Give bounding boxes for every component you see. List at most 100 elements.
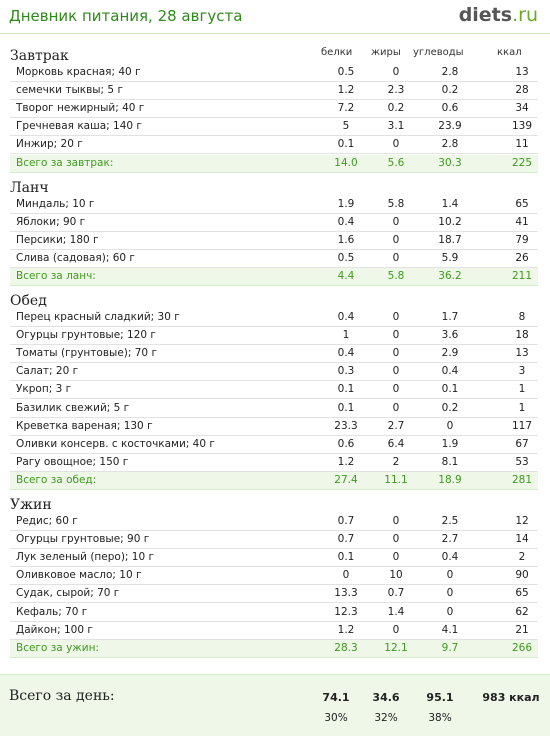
kcal-value: 8	[518, 311, 526, 323]
meal-total-label: Всего за завтрак:	[16, 156, 114, 169]
kcal-value: 65	[515, 587, 529, 600]
kcal-value: 34	[515, 102, 529, 115]
kcal-value: 21	[515, 623, 529, 636]
food-row: Оливки консерв. с косточками; 40 г 0.6 6.4…	[10, 436, 538, 454]
fat-value: 0	[392, 138, 400, 151]
food-name: Огурцы грунтовые; 120 г	[16, 329, 156, 342]
protein-value: 0.7	[337, 533, 355, 546]
food-row: Огурцы грунтовые; 120 г 1 0 3.6 18	[10, 327, 538, 346]
carbs-value: 0	[446, 587, 454, 600]
fat-value: 2.3	[387, 84, 405, 97]
carbs-value: 0	[446, 605, 454, 618]
protein-value: 0	[342, 569, 350, 582]
total-carbs-value: 9.7	[441, 641, 459, 654]
meal-total-row: Всего за обед: 27.4 11.1 18.9 281	[10, 471, 538, 490]
protein-value: 1	[342, 329, 350, 342]
protein-value: 0.4	[337, 347, 355, 360]
food-row: Миндаль; 10 г 1.9 5.8 1.4 65	[10, 196, 538, 214]
header-divider	[0, 33, 550, 34]
food-name: Дайкон; 100 г	[16, 623, 93, 636]
food-row: Перец красный сладкий; 30 г 0.4 0 1.7 8	[10, 309, 538, 327]
fat-value: 0	[392, 551, 400, 564]
kcal-value: 28	[515, 84, 529, 97]
food-row: Судак, сырой; 70 г 13.3 0.7 0 65	[10, 585, 538, 604]
total-protein-value: 14.0	[334, 156, 358, 169]
food-name: Салат; 20 г	[16, 365, 79, 378]
fat-value: 0	[392, 66, 400, 78]
fat-value: 1.4	[387, 605, 405, 618]
protein-value: 13.3	[334, 587, 358, 600]
food-row: Огурцы грунтовые; 90 г 0.7 0 2.7 14	[10, 531, 538, 550]
kcal-value: 13	[515, 66, 529, 78]
protein-value: 1.2	[337, 623, 355, 636]
meal-total-label: Всего за ужин:	[16, 641, 99, 654]
fat-value: 2	[392, 455, 400, 468]
total-kcal-value: 225	[511, 156, 533, 169]
carbs-value: 0.4	[441, 365, 459, 378]
carbs-value: 2.9	[441, 347, 459, 360]
kcal-value: 26	[515, 252, 529, 265]
protein-value: 0.1	[337, 383, 355, 396]
day-total-label: Всего за день:	[9, 688, 115, 704]
food-row: Персики; 180 г 1.6 0 18.7 79	[10, 232, 538, 251]
carbs-value: 1.4	[441, 198, 459, 210]
kcal-value: 1	[518, 401, 526, 414]
total-fat-value: 5.8	[387, 270, 405, 283]
carbs-value: 0.6	[441, 102, 459, 115]
total-protein-value: 28.3	[334, 641, 358, 654]
food-name: Огурцы грунтовые; 90 г	[16, 533, 150, 546]
protein-value: 7.2	[337, 102, 355, 115]
food-name: Морковь красная; 40 г	[16, 66, 141, 78]
fat-value: 10	[389, 569, 403, 582]
day-fat-percent: 32%	[374, 712, 398, 724]
day-total-carbs: 95.1	[426, 691, 454, 704]
food-name: Яблоки; 90 г	[16, 216, 86, 229]
fat-value: 0	[392, 515, 400, 527]
carbs-value: 0.1	[441, 383, 459, 396]
protein-value: 1.6	[337, 234, 355, 247]
kcal-value: 11	[515, 138, 529, 151]
food-name: Судак, сырой; 70 г	[16, 587, 120, 600]
column-header-protein: белки	[321, 47, 353, 58]
food-row: Креветка вареная; 130 г 23.3 2.7 0 117	[10, 418, 538, 436]
food-name: Рагу овощное; 150 г	[16, 455, 129, 468]
fat-value: 0	[392, 234, 400, 247]
food-name: Инжир; 20 г	[16, 138, 83, 151]
protein-value: 0.5	[337, 252, 355, 265]
day-total: Всего за день: 74.1 34.6 95.1 983 ккал 3…	[0, 674, 550, 736]
protein-value: 0.7	[337, 515, 355, 527]
fat-value: 2.7	[387, 419, 405, 432]
total-carbs-value: 30.3	[438, 156, 462, 169]
food-row: Кефаль; 70 г 12.3 1.4 0 62	[10, 604, 538, 622]
total-carbs-value: 36.2	[438, 270, 462, 283]
meal-total-row: Всего за завтрак: 14.0 5.6 30.3 225	[10, 154, 538, 173]
protein-value: 1.2	[337, 84, 355, 97]
protein-value: 0.5	[337, 66, 355, 78]
carbs-value: 18.7	[438, 234, 462, 247]
food-row: Редис; 60 г 0.7 0 2.5 12	[10, 513, 538, 531]
food-name: Креветка вареная; 130 г	[16, 419, 153, 432]
kcal-value: 1	[518, 383, 526, 396]
food-name: Слива (садовая); 60 г	[16, 252, 135, 265]
protein-value: 23.3	[334, 419, 358, 432]
carbs-value: 1.9	[441, 437, 459, 450]
carbs-value: 5.9	[441, 252, 459, 265]
carbs-value: 0.4	[441, 551, 459, 564]
food-name: Лук зеленый (перо); 10 г	[16, 551, 155, 564]
kcal-value: 53	[515, 455, 529, 468]
logo-domain: .ru	[512, 4, 538, 26]
total-kcal-value: 281	[511, 473, 533, 486]
kcal-value: 2	[518, 551, 526, 564]
kcal-value: 13	[515, 347, 529, 360]
kcal-value: 79	[515, 234, 529, 247]
carbs-value: 1.7	[441, 311, 459, 323]
site-logo[interactable]: diets.ru	[459, 4, 538, 26]
food-name: Кефаль; 70 г	[16, 605, 88, 618]
day-protein-percent: 30%	[324, 712, 348, 724]
carbs-value: 8.1	[441, 455, 459, 468]
food-name: Перец красный сладкий; 30 г	[16, 311, 180, 323]
page-title: Дневник питания, 28 августа	[9, 7, 243, 25]
total-protein-value: 4.4	[337, 270, 355, 283]
total-fat-value: 5.6	[387, 156, 405, 169]
food-row: Слива (садовая); 60 г 0.5 0 5.9 26	[10, 250, 538, 269]
